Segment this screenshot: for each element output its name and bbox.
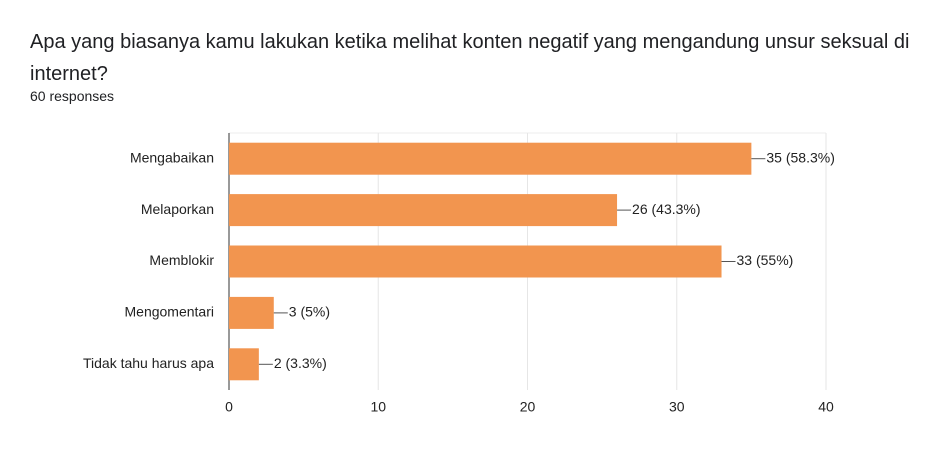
bar bbox=[229, 348, 259, 381]
y-tick-label: Memblokir bbox=[149, 252, 214, 268]
y-tick-label: Mengomentari bbox=[125, 304, 215, 320]
bar bbox=[229, 142, 752, 175]
y-tick-label: Melaporkan bbox=[141, 201, 214, 217]
chart-subtitle: 60 responses bbox=[30, 88, 115, 104]
bar bbox=[229, 296, 274, 329]
bar bbox=[229, 194, 618, 227]
data-label: 26 (43.3%) bbox=[632, 201, 700, 217]
data-label: 3 (5%) bbox=[289, 304, 330, 320]
x-tick-label: 10 bbox=[370, 399, 386, 415]
y-tick-label: Tidak tahu harus apa bbox=[83, 355, 214, 371]
data-label: 2 (3.3%) bbox=[274, 355, 327, 371]
data-label: 33 (55%) bbox=[737, 252, 794, 268]
x-tick-label: 20 bbox=[520, 399, 536, 415]
chart-title: Apa yang biasanya kamu lakukan ketika me… bbox=[30, 31, 910, 85]
x-tick-label: 0 bbox=[225, 399, 233, 415]
x-tick-label: 30 bbox=[669, 399, 685, 415]
y-tick-label: Mengabaikan bbox=[130, 149, 214, 165]
x-tick-label: 40 bbox=[818, 399, 834, 415]
data-label: 35 (58.3%) bbox=[766, 149, 834, 165]
bar bbox=[229, 245, 722, 278]
